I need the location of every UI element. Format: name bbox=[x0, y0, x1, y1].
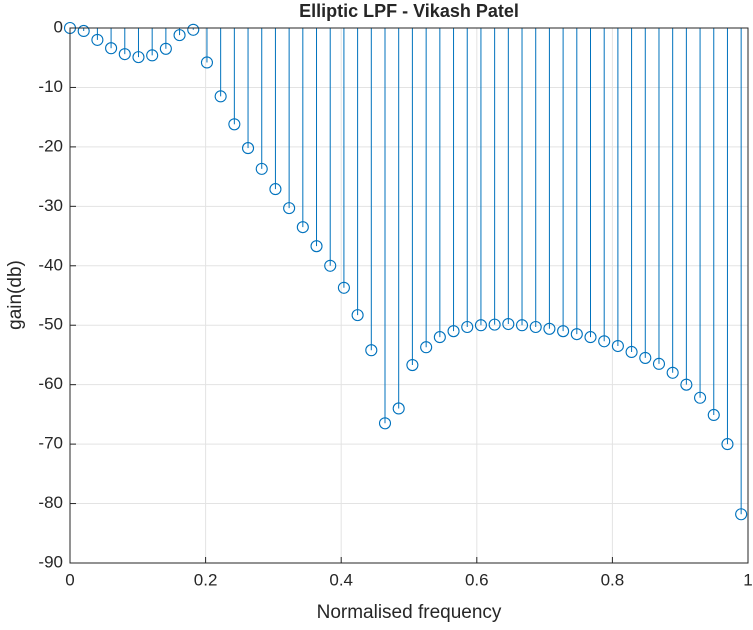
x-tick-label: 0 bbox=[65, 570, 74, 589]
axes-box bbox=[69, 27, 749, 564]
chart-title: Elliptic LPF - Vikash Patel bbox=[299, 1, 519, 21]
stem-marker bbox=[625, 345, 638, 359]
stem-marker bbox=[241, 142, 255, 155]
stem-marker bbox=[214, 90, 227, 103]
stem-marker bbox=[118, 48, 131, 61]
stem-marker bbox=[337, 281, 350, 294]
stem-marker bbox=[91, 33, 104, 46]
stem-marker bbox=[378, 417, 392, 430]
stem-marker bbox=[255, 162, 268, 175]
stem-marker bbox=[173, 29, 186, 42]
y-axis-label: gain(db) bbox=[5, 260, 26, 330]
y-tick-label: -50 bbox=[38, 315, 63, 334]
x-tick-label: 1 bbox=[743, 570, 752, 589]
stem-marker bbox=[310, 240, 323, 253]
stem-marker bbox=[570, 328, 583, 341]
x-axis-label: Normalised frequency bbox=[317, 602, 502, 623]
y-tick-label: -40 bbox=[38, 255, 63, 274]
stem-marker bbox=[529, 320, 542, 334]
stem-marker bbox=[694, 391, 707, 404]
stem-marker bbox=[269, 183, 282, 196]
stem-marker bbox=[598, 335, 611, 348]
stem-marker bbox=[639, 351, 652, 364]
stem-marker bbox=[406, 358, 419, 372]
x-tick-label: 0.8 bbox=[601, 570, 625, 589]
stem-marker bbox=[707, 408, 720, 422]
stem-marker bbox=[296, 221, 309, 234]
stem-marker bbox=[146, 49, 159, 62]
stem-marker bbox=[584, 331, 597, 344]
stem-marker bbox=[392, 402, 405, 415]
stem-marker bbox=[351, 309, 364, 322]
stem-marker bbox=[666, 366, 679, 379]
stem-marker bbox=[365, 344, 378, 357]
stem-marker bbox=[557, 325, 570, 338]
stem-marker bbox=[324, 259, 337, 272]
stem-marker bbox=[488, 318, 501, 331]
stem-marker bbox=[105, 42, 118, 55]
stem-marker bbox=[420, 341, 433, 354]
y-tick-label: -80 bbox=[38, 493, 63, 512]
y-tick-label: 0 bbox=[54, 17, 63, 36]
stem-marker bbox=[543, 322, 556, 335]
y-tick-label: -20 bbox=[38, 136, 63, 155]
x-tick-label: 0.4 bbox=[329, 570, 353, 589]
y-tick-label: -60 bbox=[38, 374, 63, 393]
stem-marker bbox=[447, 325, 460, 338]
stem-marker bbox=[652, 357, 666, 370]
stem-marker bbox=[515, 319, 529, 332]
stem-marker bbox=[461, 320, 474, 334]
stem-marker bbox=[77, 24, 90, 38]
y-tick-label: -70 bbox=[38, 434, 63, 453]
stem-marker bbox=[611, 339, 624, 353]
stem-marker bbox=[474, 319, 487, 332]
stem-marker bbox=[200, 56, 214, 69]
stem-marker bbox=[187, 23, 200, 36]
stem-marker bbox=[502, 317, 515, 331]
stem-marker bbox=[721, 438, 734, 451]
stem-marker bbox=[735, 508, 748, 521]
stems bbox=[63, 21, 748, 521]
y-tick-label: -10 bbox=[38, 77, 63, 96]
y-tick-label: -30 bbox=[38, 196, 63, 215]
stem-marker bbox=[433, 331, 446, 344]
stem-marker bbox=[283, 202, 296, 215]
x-tick-label: 0.2 bbox=[194, 570, 218, 589]
stem-marker bbox=[132, 51, 145, 64]
stem-marker bbox=[159, 42, 172, 55]
stem-marker bbox=[228, 118, 241, 131]
y-tick-label: -90 bbox=[38, 552, 63, 571]
x-tick-label: 0.6 bbox=[465, 570, 489, 589]
stem-marker bbox=[680, 378, 693, 391]
